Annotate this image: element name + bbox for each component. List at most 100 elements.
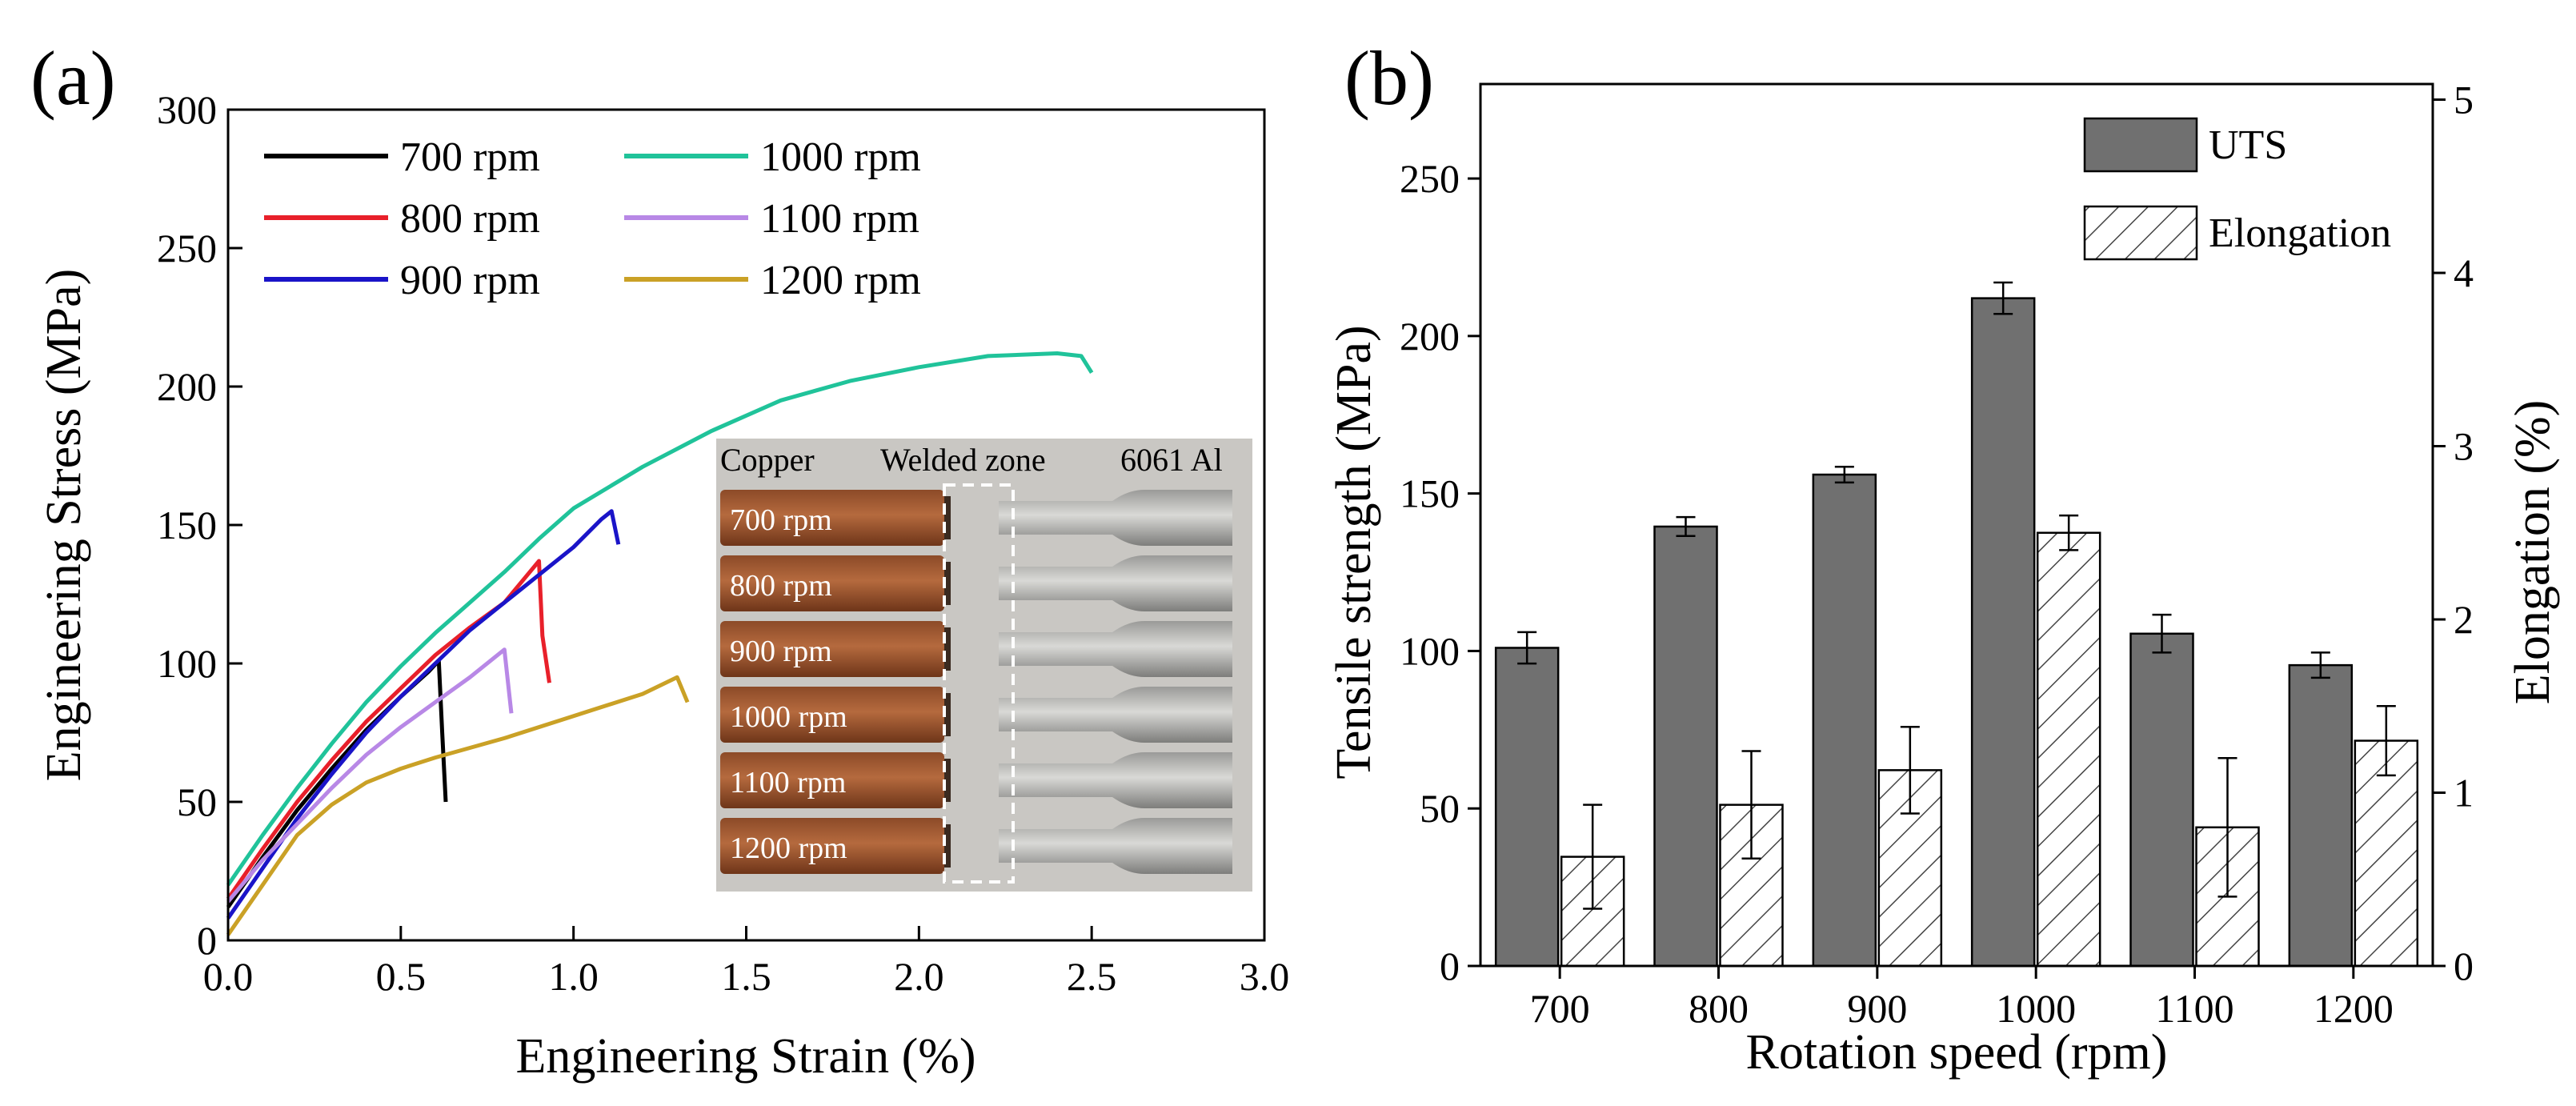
elongation-error-bar-1100 [2217,756,2237,898]
aluminum-specimen [999,818,1232,874]
y-tick-label-b: 200 [1400,314,1460,359]
stress-strain-lines [226,351,1094,936]
inset-header-aluminum: 6061 Al [1120,442,1223,478]
series-line-900-rpm [226,509,621,920]
copper-specimen [720,752,944,808]
series-line-1000-rpm [226,351,1094,887]
copper-specimen [720,818,944,874]
aluminum-specimen [999,752,1232,808]
x-tick-label-a: 1.5 [721,954,771,999]
y-tick-label-a: 300 [157,87,217,132]
uts-error-bar-700 [1517,631,1537,665]
y2-tick-label-b: 2 [2454,597,2474,642]
legend-swatch-elongation [2083,205,2198,261]
uts-bar-700 [1494,647,1560,968]
y2-tick-label-b: 3 [2454,423,2474,468]
welded-zone-box [943,483,1015,884]
y-tick-label-a: 150 [157,503,217,547]
panel-label-b: (b) [1344,35,1434,121]
y2-tick-label-b: 5 [2454,77,2474,122]
copper-specimen [720,621,944,677]
x-tick-label-a: 1.0 [548,954,599,999]
x-tick-label-a: 2.5 [1067,954,1117,999]
category-label: 1000 [1996,986,2076,1031]
y-tick-label-a: 0 [197,918,217,963]
y-tick-label-a: 100 [157,641,217,686]
stress-strain-chart: 0.0 0.5 1.0 1.5 2.0 2.5 3.0050100150200250300 … [37,87,1289,1084]
uts-error-bar-1000 [1993,281,2013,315]
uts-error-bar-1200 [2310,651,2330,679]
plot-frame-b [1479,82,2434,968]
legend-swatch-uts [2083,117,2198,173]
elongation-error-bar-1200 [2376,704,2396,777]
inset-row-label: 1100 rpm [730,766,846,799]
elongation-bar-1000 [2036,531,2101,968]
y2-tick-label-b: 1 [2454,770,2474,815]
aluminum-specimen [999,490,1232,546]
inset-specimen-rows: 700 rpm 800 rpm 900 rpm 1000 rpm 1100 rpm 120… [720,490,1232,874]
y2-axis-title-b: Elongation (%) [2506,400,2560,705]
weld-interface [944,562,951,605]
copper-specimen [720,555,944,611]
inset-header-copper: Copper [720,442,815,478]
y-tick-label-b: 100 [1400,628,1460,673]
aluminum-specimen [999,621,1232,677]
uts-bar-1200 [2288,663,2354,968]
inset-row-label: 900 rpm [730,635,832,668]
inset-row-label: 1000 rpm [730,700,847,734]
y2-tick-label-b: 4 [2454,250,2474,295]
inset-row-label: 800 rpm [730,569,832,603]
y2-tick-label-b: 0 [2454,944,2474,988]
y-tick-label-b: 150 [1400,471,1460,516]
tensile-bars [1494,281,2419,968]
copper-specimen [720,687,944,743]
x-tick-label-a: 2.0 [894,954,944,999]
legend-b: UTS Elongation [2083,117,2391,261]
x-tick-label-a: 0.0 [203,954,254,999]
legend-label-elongation: Elongation [2209,210,2391,256]
y-tick-label-a: 200 [157,364,217,409]
category-label: 800 [1689,986,1749,1031]
panel-label-a: (a) [30,35,116,121]
series-line-1100-rpm [226,647,514,904]
y-tick-label-a: 50 [177,779,217,824]
elongation-error-bar-1000 [2059,514,2079,551]
y-axis-title-b: Tensile strength (MPa) [1327,325,1381,779]
y-tick-label-a: 250 [157,226,217,270]
x-axis-title-b: Rotation speed (rpm) [1746,1025,2168,1080]
aluminum-specimen [999,555,1232,611]
uts-bar-1100 [2129,632,2194,968]
copper-specimen [720,490,944,546]
inset-header-welded-zone: Welded zone [880,442,1046,478]
category-label: 1200 [2314,986,2394,1031]
uts-bar-1000 [1970,297,2036,968]
inset-row-label: 700 rpm [730,503,832,537]
y-tick-label-b: 50 [1420,786,1460,831]
legend-label-700: 700 rpm [400,134,540,180]
axis-ticks-a: 0.0 0.5 1.0 1.5 2.0 2.5 3.0 0 50 100 150 200 250 300 [157,87,1289,999]
category-label: 700 [1530,986,1590,1031]
category-label: 1100 [2155,986,2233,1031]
legend-label-900: 900 rpm [400,258,540,303]
y-tick-label-b: 0 [1440,944,1460,988]
aluminum-specimen [999,687,1232,743]
elongation-error-bar-700 [1583,803,1603,910]
x-tick-label-a: 0.5 [376,954,427,999]
uts-error-bar-1100 [2152,613,2172,654]
uts-error-bar-900 [1834,465,1854,484]
x-tick-label-a: 3.0 [1240,954,1290,999]
legend-label-1100: 1100 rpm [760,196,919,242]
uts-bar-800 [1653,525,1718,968]
weld-interface [944,693,951,736]
legend-label-uts: UTS [2209,122,2287,168]
series-line-1200-rpm [226,675,690,936]
legend-label-1200: 1200 rpm [760,258,921,303]
y-axis-title-a: Engineering Stress (MPa) [37,269,91,782]
weld-interface [944,496,951,539]
y-tick-label-b: 250 [1400,156,1460,201]
specimen-inset: Copper Welded zone 6061 Al 700 rpm 800 rp… [716,439,1252,892]
legend-label-800: 800 rpm [400,196,540,242]
weld-interface [944,627,951,671]
legend-a: 700 rpm 800 rpm 900 rpm 1000 rpm 1100 rp… [264,134,921,303]
